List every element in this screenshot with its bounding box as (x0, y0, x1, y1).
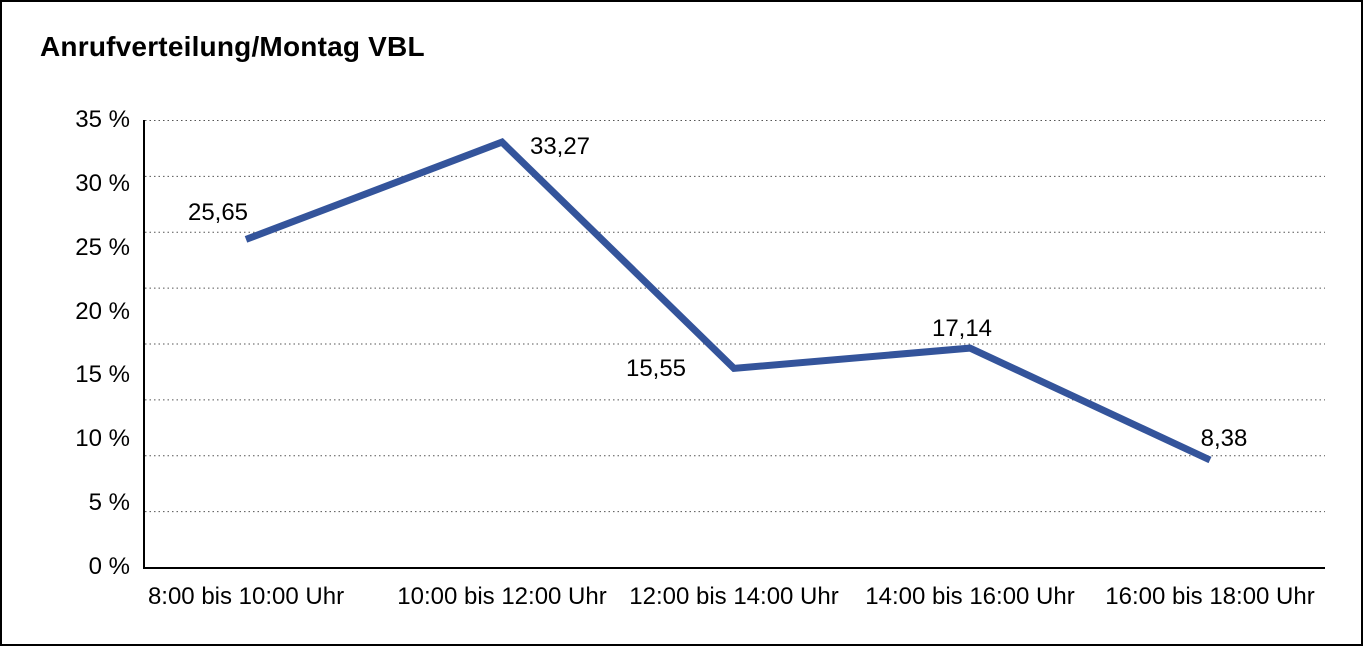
plot-area: 25,65 33,27 15,55 17,14 8,38 (143, 120, 1325, 569)
x-axis-label: 14:00 bis 16:00 Uhr (865, 583, 1075, 610)
data-point-label: 15,55 (625, 355, 687, 383)
x-axis-label: 10:00 bis 12:00 Uhr (397, 583, 607, 610)
y-tick-label: 20 % (75, 297, 130, 325)
y-tick-label: 0 % (88, 553, 130, 580)
x-axis-label: 8:00 bis 10:00 Uhr (147, 583, 345, 610)
data-point-label: 8,38 (1200, 424, 1248, 452)
series-polyline (244, 138, 1212, 464)
y-tick-label: 5 % (88, 489, 130, 517)
x-axis-label: 12:00 bis 14:00 Uhr (629, 583, 839, 610)
line-chart-canvas (145, 120, 1325, 513)
y-tick-label: 35 % (75, 106, 130, 133)
y-tick-label: 25 % (75, 233, 130, 261)
y-tick-label: 30 % (75, 169, 130, 197)
data-point-label: 33,27 (529, 133, 591, 161)
data-point-label: 25,65 (187, 199, 249, 227)
x-axis-label: 16:00 bis 18:00 Uhr (1105, 583, 1315, 610)
chart-title: Anrufverteilung/Montag VBL (40, 31, 425, 62)
y-tick-label: 10 % (75, 425, 130, 453)
y-tick-label: 15 % (75, 361, 130, 389)
data-point-label: 17,14 (931, 315, 993, 343)
